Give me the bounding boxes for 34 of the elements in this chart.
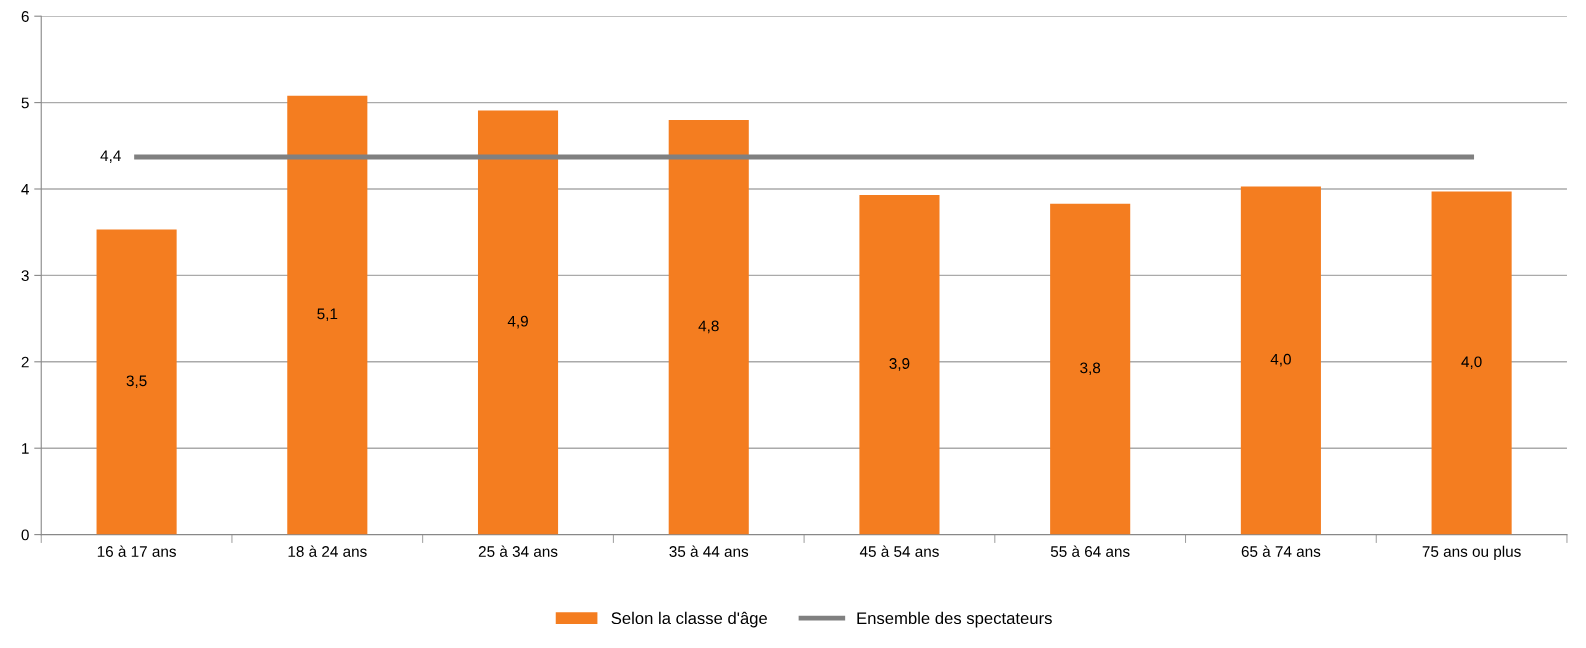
y-tick-label: 6 bbox=[21, 11, 29, 22]
data-label: 3,5 bbox=[126, 375, 147, 389]
data-label: 3,9 bbox=[889, 358, 910, 371]
x-tick-label: 55 à 64 ans bbox=[1050, 545, 1130, 557]
x-tick-label: 18 à 24 ans bbox=[288, 545, 367, 557]
x-tick-label: 45 à 54 ans bbox=[859, 545, 939, 557]
bar bbox=[477, 110, 559, 535]
bar bbox=[1431, 191, 1512, 535]
data-label: 5,1 bbox=[317, 308, 338, 322]
bar bbox=[287, 95, 368, 535]
y-tick-label: 2 bbox=[21, 356, 29, 368]
bar bbox=[1240, 186, 1321, 535]
legend-label: Selon la classe d'âge bbox=[611, 611, 767, 628]
legend-label: Ensemble des spectateurs bbox=[857, 611, 1052, 628]
data-label: 4,9 bbox=[507, 315, 528, 329]
data-label: 3,8 bbox=[1080, 362, 1101, 376]
bar bbox=[859, 195, 940, 535]
bar bbox=[668, 119, 749, 535]
data-label: 4,0 bbox=[1461, 356, 1482, 369]
y-tick-label: 0 bbox=[21, 529, 29, 541]
data-label: 4,4 bbox=[100, 150, 121, 163]
y-tick-label: 5 bbox=[21, 97, 29, 109]
bar bbox=[1050, 203, 1131, 535]
x-tick-label: 75 ans ou plus bbox=[1422, 545, 1521, 560]
data-label: 4,0 bbox=[1270, 353, 1291, 367]
y-tick-label: 1 bbox=[22, 443, 29, 454]
x-tick-label: 65 à 74 ans bbox=[1241, 545, 1321, 557]
x-tick-label: 35 à 44 ans bbox=[669, 545, 749, 557]
y-tick-label: 3 bbox=[21, 270, 29, 282]
x-tick-label: 25 à 34 ans bbox=[478, 545, 558, 557]
bar bbox=[96, 229, 177, 535]
data-label: 4,8 bbox=[698, 320, 719, 334]
y-tick-label: 4 bbox=[21, 184, 29, 195]
x-tick-label: 16 à 17 ans bbox=[97, 545, 176, 557]
